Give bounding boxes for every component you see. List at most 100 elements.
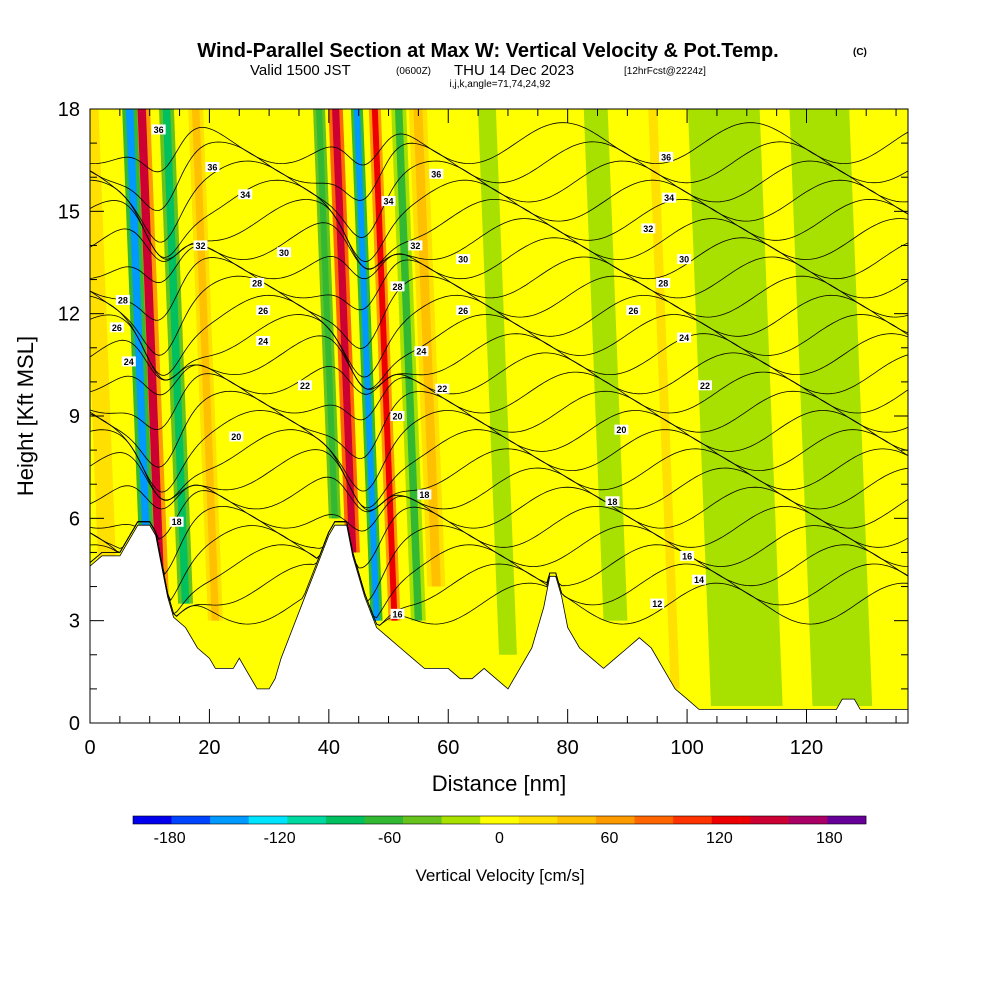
theta-label-text: 20 bbox=[392, 412, 402, 422]
subtitle-valid-time: Valid 1500 JST bbox=[250, 62, 351, 79]
theta-label-box bbox=[662, 192, 677, 203]
velocity-band bbox=[571, 109, 640, 621]
theta-label: 36 bbox=[205, 161, 220, 172]
colorbar-swatch bbox=[595, 816, 635, 824]
colorbar-swatch bbox=[788, 816, 828, 824]
theta-label-text: 32 bbox=[410, 241, 420, 251]
theta-label-box bbox=[277, 247, 292, 258]
colorbar-tick-label: 120 bbox=[706, 830, 733, 847]
velocity-band-core bbox=[90, 109, 113, 587]
velocity-band-core bbox=[394, 109, 423, 621]
theta-contour bbox=[90, 141, 908, 212]
velocity-band bbox=[159, 109, 193, 604]
theta-label-box bbox=[390, 281, 405, 292]
theta-label-text: 20 bbox=[616, 425, 626, 435]
theta-label-box bbox=[456, 254, 471, 265]
colorbar-swatch bbox=[210, 816, 250, 824]
theta-label: 36 bbox=[659, 151, 674, 162]
x-axis: 0 20 40 60 80 100 120 bbox=[84, 109, 897, 759]
terrain-mask bbox=[90, 524, 908, 723]
theta-label-box bbox=[680, 550, 695, 561]
theta-label-text: 28 bbox=[118, 296, 128, 306]
theta-label-text: 34 bbox=[240, 190, 250, 200]
theta-label: 18 bbox=[417, 489, 432, 500]
y-tick-label: 12 bbox=[58, 304, 80, 326]
theta-label-text: 18 bbox=[607, 497, 617, 507]
theta-label-box bbox=[390, 411, 405, 421]
velocity-band bbox=[391, 109, 426, 621]
theta-label-text: 22 bbox=[437, 384, 447, 394]
colorbar-swatch bbox=[403, 816, 442, 824]
theta-contour bbox=[90, 122, 908, 173]
theta-label-box bbox=[121, 356, 136, 367]
theta-label-text: 36 bbox=[154, 125, 164, 135]
theta-label: 26 bbox=[256, 305, 271, 316]
x-tick-label: 0 bbox=[84, 737, 95, 759]
theta-label-text: 28 bbox=[392, 282, 402, 292]
theta-label: 24 bbox=[121, 356, 136, 367]
y-tick-label: 18 bbox=[58, 99, 80, 121]
grid-index-line: i,j,k,angle=71,74,24,92 bbox=[450, 79, 551, 90]
theta-label-box bbox=[109, 322, 124, 333]
theta-label-text: 16 bbox=[682, 551, 692, 561]
theta-label: 16 bbox=[680, 550, 695, 561]
colorbar-swatch bbox=[248, 816, 288, 824]
theta-label: 34 bbox=[238, 189, 253, 200]
colorbar-tick-label: 60 bbox=[601, 830, 619, 847]
theta-label-box bbox=[626, 305, 641, 316]
theta-label: 24 bbox=[677, 332, 692, 343]
theta-contour bbox=[90, 521, 908, 626]
theta-label-text: 18 bbox=[419, 490, 429, 500]
theta-label-box bbox=[256, 335, 271, 346]
x-axis-label: Distance [nm] bbox=[432, 771, 567, 796]
theta-label-text: 36 bbox=[431, 169, 441, 179]
theta-contour bbox=[90, 160, 908, 243]
potential-temperature-contours bbox=[90, 122, 908, 626]
theta-label: 22 bbox=[297, 380, 312, 391]
velocity-band bbox=[313, 109, 341, 519]
theta-label: 28 bbox=[656, 277, 671, 288]
velocity-band-core bbox=[371, 109, 398, 621]
chart-title: Wind-Parallel Section at Max W: Vertical… bbox=[197, 40, 778, 62]
colorbar-label: Vertical Velocity [cm/s] bbox=[415, 866, 584, 885]
y-axis-label: Height [Kft MSL] bbox=[13, 336, 38, 496]
colorbar-swatch bbox=[711, 816, 751, 824]
velocity-band bbox=[328, 109, 360, 553]
colorbar-tick-label: 0 bbox=[495, 830, 504, 847]
theta-label-box bbox=[169, 516, 184, 527]
theta-label-box bbox=[435, 383, 450, 394]
x-tick-label: 20 bbox=[198, 737, 220, 759]
theta-label: 32 bbox=[193, 240, 208, 251]
theta-label-text: 22 bbox=[700, 381, 710, 391]
theta-label-text: 30 bbox=[679, 255, 689, 265]
theta-contour bbox=[90, 333, 908, 390]
theta-contour bbox=[90, 314, 908, 390]
velocity-band-core bbox=[137, 109, 166, 628]
theta-label-box bbox=[390, 608, 405, 619]
theta-label: 22 bbox=[697, 380, 712, 391]
velocity-band-core bbox=[477, 109, 517, 655]
theta-label-box bbox=[697, 380, 712, 391]
theta-label-box bbox=[151, 124, 166, 135]
theta-label: 18 bbox=[605, 496, 620, 507]
y-tick-label: 0 bbox=[69, 713, 80, 735]
theta-contour bbox=[90, 505, 908, 576]
theta-label-text: 26 bbox=[458, 306, 468, 316]
theta-label-box bbox=[677, 332, 692, 343]
theta-contour bbox=[90, 448, 908, 511]
velocity-band-core bbox=[583, 109, 628, 621]
velocity-band-core bbox=[162, 109, 190, 604]
y-tick-label: 15 bbox=[58, 201, 80, 223]
x-tick-label: 100 bbox=[670, 737, 703, 759]
y-tick-label: 6 bbox=[69, 508, 80, 530]
theta-label: 32 bbox=[408, 240, 423, 251]
theta-contour bbox=[90, 521, 908, 602]
x-tick-label: 120 bbox=[790, 737, 823, 759]
theta-label-text: 30 bbox=[279, 248, 289, 258]
y-tick-label: 3 bbox=[69, 611, 80, 633]
theta-label-box bbox=[193, 240, 208, 251]
subtitle-date: THU 14 Dec 2023 bbox=[454, 62, 574, 79]
theta-label-text: 34 bbox=[384, 197, 394, 207]
theta-label: 36 bbox=[151, 124, 166, 135]
